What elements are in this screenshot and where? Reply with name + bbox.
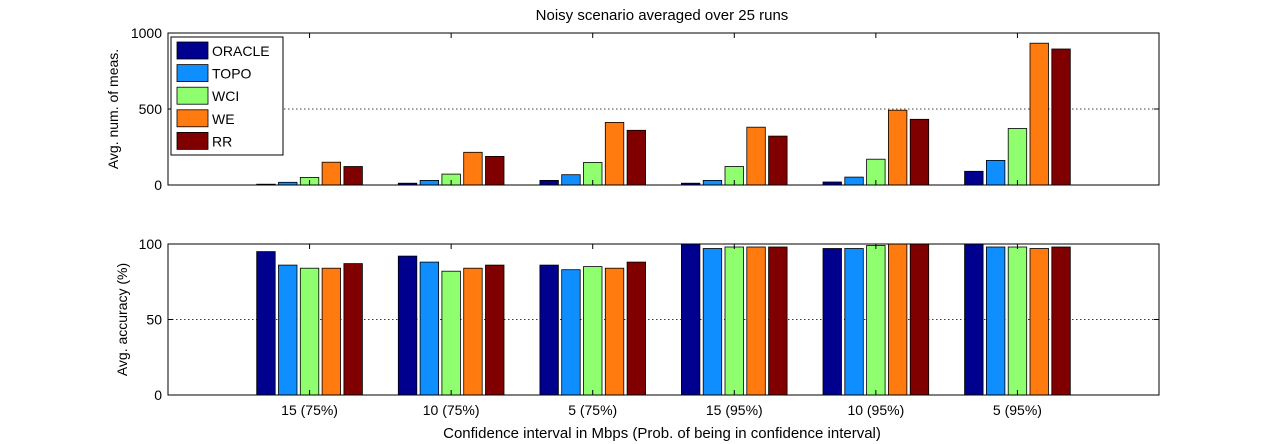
- bar-wci-4: [724, 246, 744, 396]
- y-axis-label: Avg. accuracy (%): [114, 263, 130, 376]
- x-tick-label: 15 (95%): [706, 402, 763, 418]
- bar-rr-5: [909, 243, 930, 396]
- bar-we-2: [463, 151, 483, 186]
- bar-topo-4: [702, 179, 723, 186]
- legend-label-wci: WCI: [212, 88, 239, 104]
- bar-wci-1: [299, 267, 320, 396]
- bar-topo-1: [278, 264, 298, 396]
- bar-topo-2: [419, 179, 440, 186]
- bar-oracle-3: [539, 264, 559, 396]
- y-tick-label: 50: [146, 312, 162, 328]
- bar-topo-3: [561, 269, 581, 396]
- legend-label-oracle: ORACLE: [212, 43, 270, 59]
- bar-rr-4: [768, 246, 788, 396]
- bar-wci-6: [1007, 128, 1028, 186]
- y-tick-label: 500: [139, 101, 163, 117]
- legend-swatch-topo: [176, 64, 209, 82]
- bar-wci-5: [866, 245, 886, 396]
- legend-label-topo: TOPO: [212, 66, 252, 82]
- bar-oracle-3: [539, 179, 559, 186]
- bar-topo-4: [702, 248, 723, 396]
- bar-oracle-6: [964, 170, 984, 186]
- legend-swatch-we: [176, 109, 209, 128]
- bar-we-6: [1029, 42, 1049, 186]
- x-tick-label: 10 (95%): [847, 402, 904, 418]
- bar-oracle-6: [964, 243, 984, 396]
- bar-wci-3: [583, 266, 603, 396]
- bar-rr-3: [626, 261, 646, 396]
- x-axis-label: Confidence interval in Mbps (Prob. of be…: [443, 425, 881, 442]
- y-tick-label: 0: [154, 177, 162, 193]
- legend-label-rr: RR: [212, 133, 232, 149]
- legend-swatch-rr: [176, 131, 209, 150]
- top-plot: 0 500 1000 Avg. num. of meas. ORACLE TOPO WCI W…: [105, 25, 1160, 193]
- bar-we-5: [888, 109, 908, 186]
- y-axis-label: Avg. num. of meas.: [105, 49, 121, 169]
- bar-topo-5: [844, 176, 864, 186]
- bar-rr-2: [485, 155, 505, 186]
- bar-topo-2: [419, 261, 440, 396]
- legend: ORACLE TOPO WCI WE RR: [170, 36, 284, 156]
- bar-we-4: [746, 246, 766, 396]
- bar-topo-3: [561, 174, 581, 186]
- bar-we-1: [321, 267, 342, 396]
- legend-swatch-wci: [176, 86, 209, 105]
- bottom-plot: 0 50 100 15 (75%) 10 (75%) 5 (75%) 15 (95%) 10 …: [114, 236, 1160, 442]
- bar-rr-6: [1051, 246, 1071, 396]
- bar-topo-6: [986, 246, 1006, 396]
- bar-we-2: [463, 267, 483, 396]
- bar-rr-1: [343, 166, 363, 186]
- y-tick-label: 100: [139, 236, 163, 252]
- x-tick-label: 15 (75%): [281, 402, 338, 418]
- bar-we-3: [604, 267, 625, 396]
- figure-title: Noisy scenario averaged over 25 runs: [536, 7, 789, 24]
- bar-we-4: [746, 126, 766, 186]
- bar-we-3: [604, 122, 625, 186]
- bar-oracle-2: [397, 255, 418, 396]
- bar-rr-4: [768, 135, 788, 186]
- bar-rr-1: [343, 263, 363, 396]
- y-tick-label: 1000: [131, 25, 162, 41]
- bar-we-5: [888, 243, 908, 396]
- bar-we-1: [321, 161, 342, 186]
- bar-rr-2: [485, 264, 505, 396]
- bar-wci-2: [441, 270, 461, 396]
- bar-oracle-5: [822, 248, 842, 396]
- bar-wci-6: [1007, 246, 1028, 396]
- y-tick-label: 0: [154, 387, 162, 403]
- x-tick-label: 5 (75%): [568, 402, 617, 418]
- x-tick-label: 5 (95%): [993, 402, 1042, 418]
- bar-oracle-1: [256, 251, 276, 396]
- bar-topo-5: [844, 248, 864, 396]
- bar-rr-6: [1051, 48, 1071, 186]
- x-tick-label: 10 (75%): [423, 402, 480, 418]
- bar-we-6: [1029, 248, 1049, 396]
- bar-oracle-4: [681, 243, 701, 396]
- bar-rr-3: [626, 129, 646, 186]
- bar-topo-6: [986, 159, 1006, 186]
- legend-label-we: WE: [212, 111, 235, 127]
- bar-rr-5: [909, 118, 930, 186]
- legend-swatch-oracle: [176, 41, 209, 60]
